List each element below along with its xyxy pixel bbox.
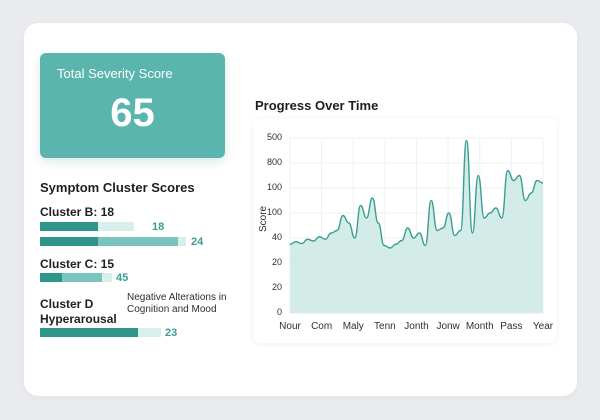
x-tick-label: Maly xyxy=(342,321,364,332)
total-severity-card: Total Severity Score 65 xyxy=(40,53,225,158)
bar-dark-segment xyxy=(40,237,98,246)
bar-light-segment xyxy=(62,273,102,282)
chart-title: Progress Over Time xyxy=(255,98,379,113)
chart-line xyxy=(289,139,544,249)
y-tick-label: 100 xyxy=(266,182,282,192)
y-tick-label: 0 xyxy=(276,307,282,317)
bar-light-segment xyxy=(98,237,178,246)
cluster-d-bar-value: 23 xyxy=(165,327,178,339)
x-tick-label: Nour xyxy=(279,321,301,332)
cluster-c-bar-value: 45 xyxy=(116,272,129,284)
x-tick-label: Pass xyxy=(500,321,523,332)
progress-chart xyxy=(289,137,544,314)
cluster-d-bar xyxy=(40,328,161,337)
bar-dark-segment xyxy=(40,273,62,282)
cluster-d-note: Negative Alterations in Cognition and Mo… xyxy=(127,292,227,315)
cluster-section-title: Symptom Cluster Scores xyxy=(40,180,195,195)
y-tick-label: 20 xyxy=(271,282,282,292)
x-tick-label: Com xyxy=(311,321,333,332)
cluster-b-bar-1 xyxy=(40,222,134,231)
y-tick-label: 100 xyxy=(266,207,282,217)
x-tick-label: Year xyxy=(532,321,554,332)
x-tick-label: Month xyxy=(465,321,494,332)
total-severity-value: 65 xyxy=(110,91,155,135)
y-tick-label: 40 xyxy=(271,232,282,242)
cluster-b-bar-2-value: 24 xyxy=(191,236,204,248)
cluster-c-bar xyxy=(40,273,112,282)
cluster-b-label: Cluster B: 18 xyxy=(40,205,115,219)
bar-dark-segment xyxy=(40,222,98,231)
cluster-b-bar-2 xyxy=(40,237,186,246)
cluster-d-label-line1: Cluster D xyxy=(40,297,94,311)
y-tick-label: 800 xyxy=(266,157,282,167)
x-tick-label: Jonth xyxy=(404,321,429,332)
x-tick-label: Jonw xyxy=(436,321,460,332)
cluster-d-label-line2: Hyperarousal xyxy=(40,312,117,326)
y-tick-label: 500 xyxy=(266,132,282,142)
cluster-b-bar-1-value: 18 xyxy=(152,221,165,233)
x-tick-label: Tenn xyxy=(374,321,396,332)
cluster-c-label: Cluster C: 15 xyxy=(40,257,115,271)
total-severity-label: Total Severity Score xyxy=(57,66,173,81)
y-tick-label: 20 xyxy=(271,257,282,267)
bar-dark-segment xyxy=(40,328,138,337)
